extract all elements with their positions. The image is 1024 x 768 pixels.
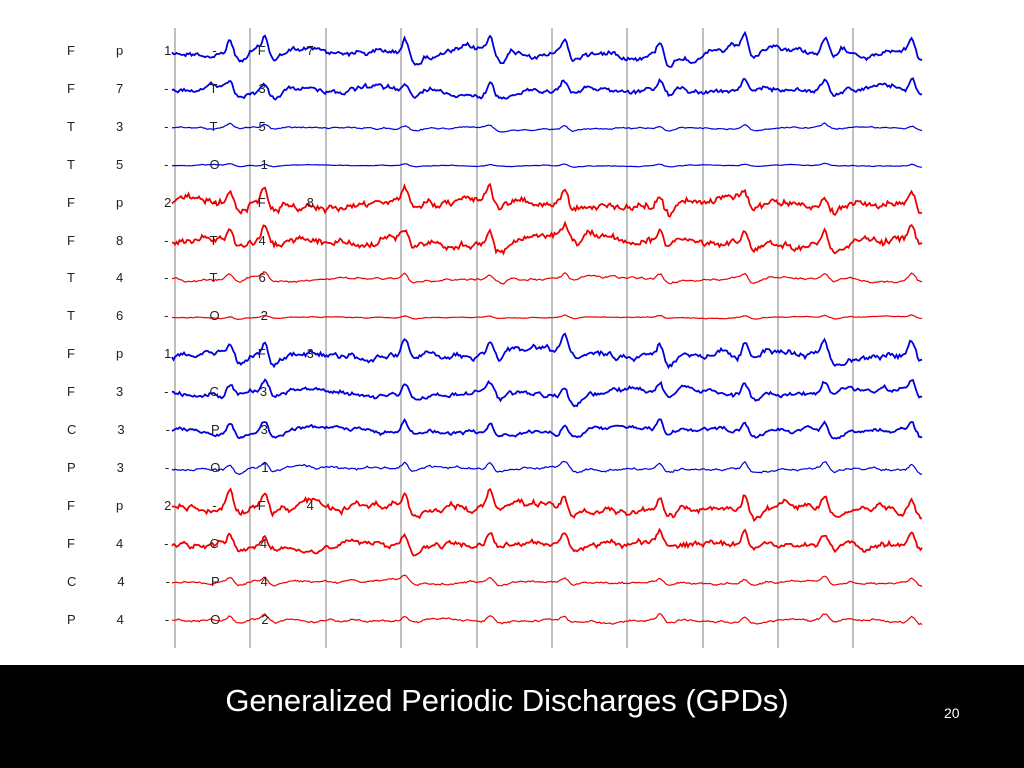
eeg-trace — [171, 613, 923, 626]
eeg-trace — [172, 378, 923, 408]
eeg-trace — [171, 417, 923, 440]
channel-label: Fp2-F4 — [67, 497, 355, 513]
channel-label: F7-T3 — [67, 80, 307, 96]
eeg-trace — [171, 574, 923, 588]
eeg-trace — [171, 122, 923, 133]
eeg-trace — [171, 487, 923, 522]
eeg-trace — [171, 220, 923, 256]
eeg-trace — [171, 77, 923, 101]
slide-footer: Generalized Periodic Discharges (GPDs) 2… — [0, 665, 1024, 768]
channel-label: P3-O1 — [67, 459, 310, 475]
channel-label: T5-O1 — [67, 156, 309, 172]
channel-label: F4-C4 — [67, 535, 309, 551]
channel-label: T6-O2 — [67, 308, 309, 324]
eeg-tracing — [171, 28, 923, 648]
slide-title: Generalized Periodic Discharges (GPDs) — [225, 683, 789, 718]
channel-label: F3-C3 — [67, 384, 309, 400]
channel-label: C3-P3 — [67, 422, 309, 437]
eeg-trace — [171, 271, 923, 285]
channel-label: Fp2-F8 — [67, 194, 355, 210]
channel-label: Fp1-F7 — [67, 43, 355, 58]
eeg-trace — [171, 182, 923, 218]
channel-label: F8-T4 — [67, 232, 307, 248]
channel-label: T4-T6 — [67, 270, 307, 286]
channel-label: T3-T5 — [67, 118, 307, 134]
channel-label: C4-P4 — [67, 573, 309, 589]
channel-label: Fp1-F3 — [67, 346, 355, 362]
eeg-trace — [171, 30, 923, 68]
eeg-trace — [171, 460, 923, 476]
eeg-trace — [171, 527, 923, 557]
channel-label: P4-O2 — [67, 611, 310, 627]
eeg-trace — [171, 332, 923, 370]
page-number: 20 — [944, 705, 960, 721]
eeg-trace — [171, 314, 923, 321]
eeg-trace — [171, 162, 923, 169]
